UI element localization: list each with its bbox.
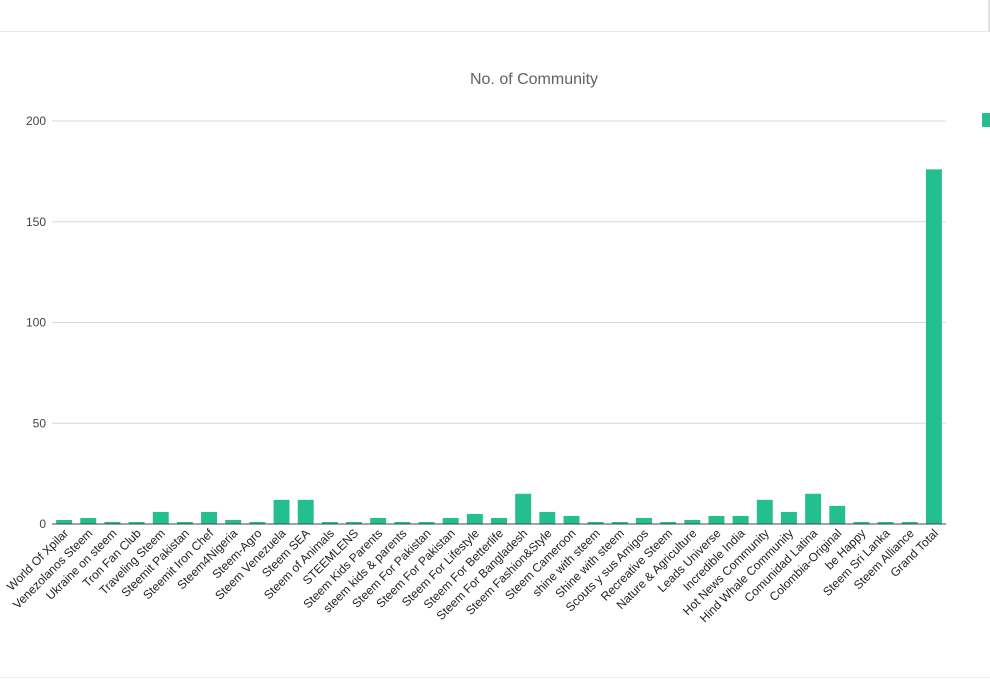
bar [901, 521, 918, 524]
bar [660, 521, 677, 524]
bar [829, 505, 846, 524]
bar [346, 521, 362, 524]
bar [80, 517, 97, 524]
bar [587, 521, 604, 524]
bar [611, 521, 628, 524]
bars [56, 169, 942, 525]
top-divider [0, 31, 990, 32]
bar [273, 499, 290, 524]
y-axis-ticks: 0 50 100 150 200 [26, 114, 46, 531]
scroll-edge [988, 0, 990, 32]
bar [225, 519, 242, 524]
chart-title: No. of Community [470, 71, 598, 88]
bar [684, 519, 701, 524]
bar [128, 521, 145, 524]
bar [853, 521, 870, 524]
bar [877, 521, 894, 524]
bar [756, 499, 773, 524]
bar [297, 499, 314, 524]
bar [442, 517, 459, 524]
bar [925, 169, 942, 525]
y-tick-label: 50 [33, 416, 47, 430]
y-tick-label: 0 [39, 517, 46, 531]
bar [466, 513, 483, 524]
bar [418, 521, 435, 524]
bar [539, 511, 556, 524]
y-tick-label: 200 [26, 114, 46, 128]
bar [515, 493, 532, 524]
bar [104, 521, 121, 524]
bar [321, 521, 338, 524]
bar [249, 521, 266, 524]
bar [56, 519, 73, 524]
bar [370, 517, 387, 524]
y-tick-label: 150 [26, 215, 46, 229]
bar [394, 521, 411, 524]
gridlines [52, 120, 946, 424]
legend-swatch [982, 113, 990, 127]
bar [152, 511, 169, 524]
bar [563, 515, 580, 524]
bar [708, 515, 725, 524]
bar [201, 511, 218, 524]
bar [176, 521, 193, 524]
bar [732, 515, 749, 524]
bottom-divider [0, 677, 990, 678]
bar [636, 517, 652, 524]
bar [491, 517, 507, 524]
bar [805, 493, 822, 524]
bar [780, 511, 797, 524]
y-tick-label: 100 [26, 316, 46, 330]
